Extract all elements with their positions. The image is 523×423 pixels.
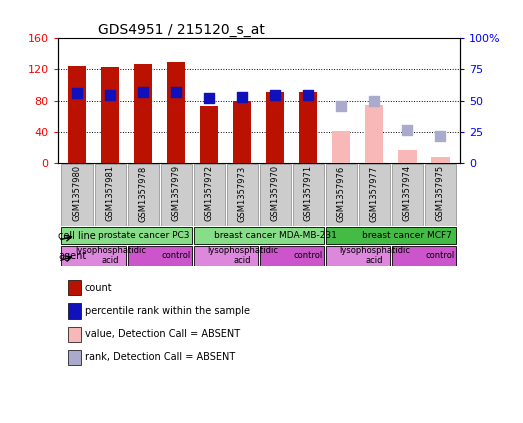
Text: GSM1357979: GSM1357979 <box>172 165 181 222</box>
Point <box>205 95 213 102</box>
Bar <box>200 106 219 163</box>
Text: control: control <box>294 251 323 260</box>
FancyBboxPatch shape <box>325 227 456 244</box>
FancyBboxPatch shape <box>194 246 258 266</box>
FancyBboxPatch shape <box>325 164 357 225</box>
Bar <box>167 62 186 163</box>
Text: lysophosphatidic
acid: lysophosphatidic acid <box>207 246 278 266</box>
Bar <box>266 92 285 163</box>
Bar <box>101 67 119 163</box>
FancyBboxPatch shape <box>62 164 93 225</box>
Bar <box>233 101 252 163</box>
Text: GSM1357976: GSM1357976 <box>337 165 346 222</box>
Bar <box>399 150 416 163</box>
Text: value, Detection Call = ABSENT: value, Detection Call = ABSENT <box>85 329 240 339</box>
Text: GSM1357974: GSM1357974 <box>403 165 412 222</box>
Text: GSM1357981: GSM1357981 <box>106 165 115 222</box>
FancyBboxPatch shape <box>226 164 258 225</box>
Bar <box>299 92 317 163</box>
Text: GSM1357978: GSM1357978 <box>139 165 148 222</box>
FancyBboxPatch shape <box>392 246 456 266</box>
FancyBboxPatch shape <box>128 246 192 266</box>
Text: GSM1357975: GSM1357975 <box>436 165 445 222</box>
Bar <box>366 105 383 163</box>
Text: GSM1357973: GSM1357973 <box>238 165 247 222</box>
Text: lysophosphatidic
acid: lysophosphatidic acid <box>75 246 146 266</box>
FancyBboxPatch shape <box>62 227 192 244</box>
Text: breast cancer MCF7: breast cancer MCF7 <box>362 231 452 240</box>
Point <box>271 91 280 98</box>
Text: GDS4951 / 215120_s_at: GDS4951 / 215120_s_at <box>98 23 265 37</box>
FancyBboxPatch shape <box>259 246 324 266</box>
Text: lysophosphatidic
acid: lysophosphatidic acid <box>339 246 410 266</box>
FancyBboxPatch shape <box>161 164 192 225</box>
FancyBboxPatch shape <box>62 246 126 266</box>
Point <box>370 97 379 104</box>
Text: GSM1357972: GSM1357972 <box>205 165 214 222</box>
FancyBboxPatch shape <box>292 164 324 225</box>
FancyBboxPatch shape <box>194 227 324 244</box>
Text: prostate cancer PC3: prostate cancer PC3 <box>98 231 189 240</box>
Bar <box>134 64 152 163</box>
Text: rank, Detection Call = ABSENT: rank, Detection Call = ABSENT <box>85 352 235 363</box>
Bar <box>332 131 350 163</box>
Point <box>238 93 246 100</box>
Point <box>172 88 180 95</box>
Text: control: control <box>162 251 191 260</box>
Text: control: control <box>426 251 455 260</box>
FancyBboxPatch shape <box>325 246 390 266</box>
Text: GSM1357970: GSM1357970 <box>271 165 280 222</box>
Point <box>106 91 115 98</box>
Text: GSM1357977: GSM1357977 <box>370 165 379 222</box>
Point <box>73 90 82 96</box>
Text: GSM1357971: GSM1357971 <box>304 165 313 222</box>
Point <box>436 132 445 139</box>
FancyBboxPatch shape <box>194 164 225 225</box>
Bar <box>431 157 449 163</box>
FancyBboxPatch shape <box>95 164 126 225</box>
Text: agent: agent <box>58 251 86 261</box>
Point <box>337 102 346 109</box>
Text: cell line: cell line <box>58 231 96 241</box>
Text: percentile rank within the sample: percentile rank within the sample <box>85 306 249 316</box>
Text: breast cancer MDA-MB-231: breast cancer MDA-MB-231 <box>214 231 337 240</box>
FancyBboxPatch shape <box>259 164 291 225</box>
Bar <box>69 66 86 163</box>
Point <box>304 91 313 98</box>
Point <box>403 126 412 133</box>
FancyBboxPatch shape <box>425 164 456 225</box>
Text: count: count <box>85 283 112 293</box>
FancyBboxPatch shape <box>128 164 159 225</box>
FancyBboxPatch shape <box>392 164 423 225</box>
Point <box>139 88 147 95</box>
Text: GSM1357980: GSM1357980 <box>73 165 82 222</box>
FancyBboxPatch shape <box>359 164 390 225</box>
